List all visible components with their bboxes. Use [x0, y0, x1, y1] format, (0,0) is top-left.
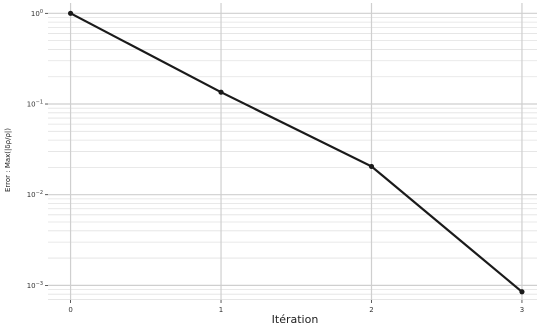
data-point — [519, 289, 525, 295]
y-tick-label: 10−3 — [27, 281, 43, 290]
y-tick-label: 100 — [31, 9, 43, 18]
x-tick-label: 0 — [68, 306, 72, 314]
x-tick-label: 3 — [520, 306, 524, 314]
x-tick-label: 2 — [369, 306, 373, 314]
y-tick-label: 10−2 — [27, 190, 43, 199]
axes: 100 10−1 10−2 10−3 0 1 2 3 — [27, 9, 524, 314]
data-point — [218, 89, 224, 95]
data-point — [368, 163, 375, 170]
y-tick-label: 10−1 — [27, 100, 43, 109]
series-error — [67, 10, 525, 295]
grid — [48, 3, 537, 300]
series-line — [70, 12, 523, 293]
data-point — [67, 10, 74, 16]
x-tick-label: 1 — [219, 306, 223, 314]
y-axis-label: Error : Max(|δρ/ρ|) — [4, 128, 12, 192]
x-axis-label: Itération — [272, 313, 319, 326]
